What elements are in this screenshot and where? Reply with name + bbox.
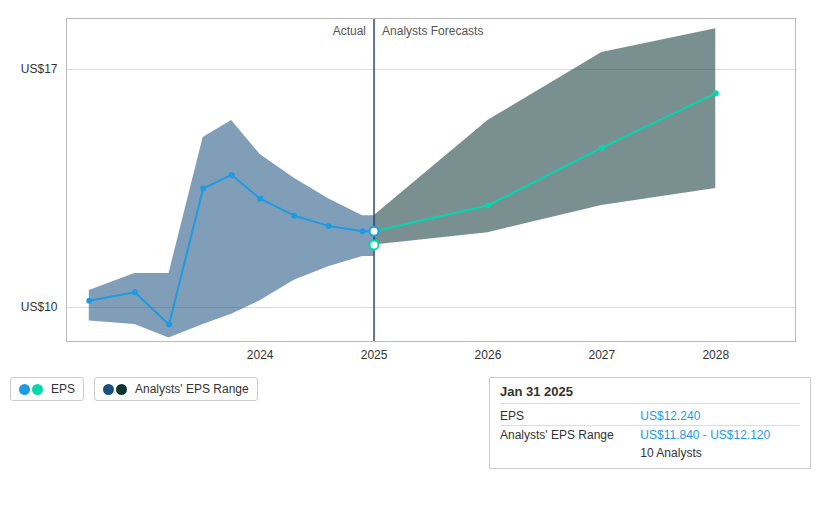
svg-text:Actual: Actual [333,24,366,38]
svg-text:Analysts Forecasts: Analysts Forecasts [382,24,483,38]
html-text:10 Analysts: 10 Analysts [640,446,702,460]
html-text:US$11.840 - US$12.120: US$11.840 - US$12.120 [640,428,771,442]
html-text:Jan 31 2025: Jan 31 2025 [500,384,573,399]
svg-text:2027: 2027 [589,348,616,362]
svg-text:2026: 2026 [475,348,502,362]
html-text:EPS: EPS [51,382,75,396]
svg-text:US$10: US$10 [21,300,58,314]
html-text:US$12.240: US$12.240 [640,409,701,423]
html-text:EPS: EPS [500,409,524,423]
html-text:Analysts' EPS Range: Analysts' EPS Range [135,382,249,396]
svg-text:US$17: US$17 [21,62,58,76]
svg-text:2028: 2028 [702,348,729,362]
html-text:Analysts' EPS Range: Analysts' EPS Range [500,428,614,442]
svg-text:2025: 2025 [361,348,388,362]
svg-text:2024: 2024 [247,348,274,362]
